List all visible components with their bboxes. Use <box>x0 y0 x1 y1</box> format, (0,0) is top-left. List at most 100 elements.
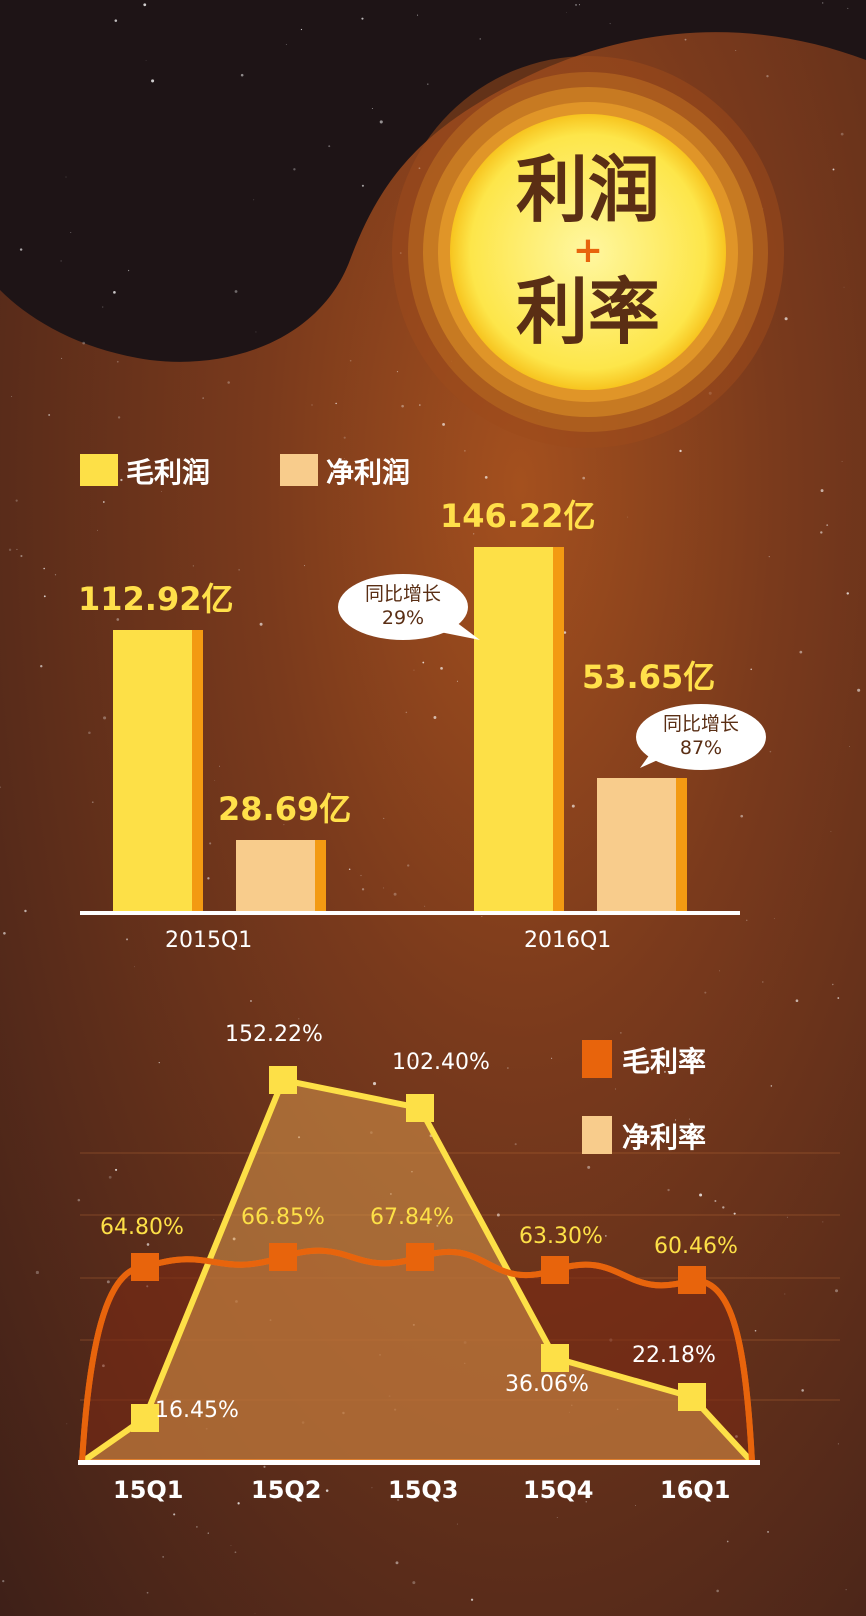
star <box>114 19 118 22</box>
star <box>440 666 443 670</box>
star <box>556 1517 558 1519</box>
star <box>146 1243 150 1246</box>
star <box>103 716 107 720</box>
star <box>66 1423 68 1425</box>
star <box>40 665 43 668</box>
star <box>506 1067 509 1069</box>
star <box>207 877 210 880</box>
star <box>845 1588 847 1591</box>
star <box>209 842 212 845</box>
rate-x-axis <box>78 1460 760 1465</box>
star <box>679 449 682 453</box>
star <box>822 1221 824 1223</box>
rate-category: 15Q2 <box>251 1476 322 1504</box>
star <box>754 1329 757 1332</box>
star <box>120 478 123 482</box>
star <box>422 661 425 664</box>
star <box>20 554 23 558</box>
star <box>343 436 346 439</box>
star <box>585 1501 587 1503</box>
star <box>383 817 385 819</box>
star <box>795 999 799 1003</box>
star <box>769 750 772 753</box>
star <box>207 1532 209 1534</box>
star <box>360 874 362 877</box>
star <box>784 1293 786 1295</box>
star <box>234 1551 237 1554</box>
star <box>456 1523 458 1525</box>
label-gross-rate: 66.85% <box>241 1205 325 1230</box>
star <box>464 450 466 452</box>
star <box>361 17 364 20</box>
bar-category-2016q1: 2016Q1 <box>524 928 612 953</box>
star <box>582 476 586 480</box>
star <box>298 1018 300 1020</box>
star <box>234 290 238 293</box>
star <box>821 2 824 4</box>
star <box>106 1280 110 1284</box>
star <box>158 1062 160 1064</box>
star <box>371 1487 373 1489</box>
star <box>238 945 240 947</box>
star <box>762 981 764 983</box>
star <box>293 168 296 171</box>
legend-label-gross-profit: 毛利润 <box>126 456 211 489</box>
star <box>43 595 46 598</box>
star <box>283 824 285 826</box>
star <box>97 529 99 531</box>
star <box>311 404 313 406</box>
star <box>77 1198 81 1202</box>
bar-net-2016q1 <box>597 778 687 912</box>
callout-gross-text: 同比增长 <box>364 583 441 605</box>
star <box>786 1216 788 1218</box>
rate-category: 15Q4 <box>523 1476 594 1504</box>
legend-label-net-rate: 净利率 <box>622 1121 707 1154</box>
star <box>43 567 45 570</box>
marker-gross-rate <box>131 1253 159 1281</box>
sun <box>392 56 784 448</box>
star <box>843 286 845 288</box>
star <box>240 73 244 77</box>
star <box>263 1465 266 1468</box>
star <box>587 1165 591 1169</box>
label-net-rate: 152.22% <box>225 1022 323 1047</box>
star <box>145 60 147 61</box>
star <box>134 966 136 968</box>
star <box>116 618 120 621</box>
star <box>456 680 458 682</box>
star <box>361 888 365 891</box>
star <box>82 341 86 345</box>
star <box>255 331 257 333</box>
star <box>162 1556 164 1558</box>
star <box>442 422 446 426</box>
star <box>11 396 13 397</box>
star <box>719 970 720 972</box>
star <box>88 731 91 735</box>
star <box>726 1540 729 1543</box>
label-gross-rate: 67.84% <box>370 1205 454 1230</box>
star <box>214 780 216 781</box>
star <box>735 50 737 51</box>
marker-gross-rate <box>406 1243 434 1271</box>
label-net-rate: 16.45% <box>155 1398 239 1423</box>
star <box>395 1561 399 1565</box>
star <box>627 516 629 518</box>
star <box>285 44 287 45</box>
star <box>401 404 404 408</box>
marker-net-rate <box>678 1383 706 1411</box>
callout-net-text: 同比增长 <box>662 713 739 735</box>
star <box>70 231 72 233</box>
bar-label-gross-2015q1: 112.92亿 <box>78 580 234 619</box>
star <box>259 622 263 626</box>
star <box>349 359 352 362</box>
label-net-rate: 102.40% <box>392 1050 490 1075</box>
star <box>857 688 861 692</box>
star <box>830 830 832 832</box>
star <box>371 108 373 110</box>
star <box>407 864 410 867</box>
star <box>433 716 437 719</box>
star <box>473 533 475 535</box>
star <box>254 1613 256 1615</box>
star <box>325 1489 329 1492</box>
star <box>379 120 383 124</box>
